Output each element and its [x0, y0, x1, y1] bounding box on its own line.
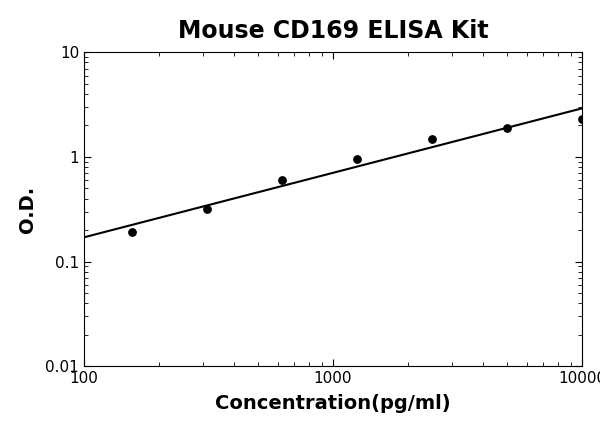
Point — [502, 124, 512, 131]
Point — [202, 205, 212, 212]
Point — [277, 177, 287, 184]
Point — [577, 116, 587, 123]
Point — [352, 156, 362, 163]
Point — [127, 229, 137, 236]
Y-axis label: O.D.: O.D. — [18, 186, 37, 233]
Point — [427, 135, 437, 142]
X-axis label: Concentration(pg/ml): Concentration(pg/ml) — [215, 395, 451, 413]
Title: Mouse CD169 ELISA Kit: Mouse CD169 ELISA Kit — [178, 20, 488, 44]
